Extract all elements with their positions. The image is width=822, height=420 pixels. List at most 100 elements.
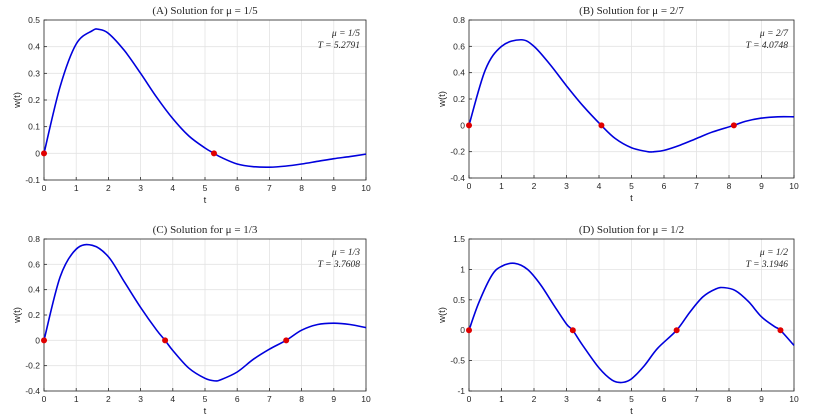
x-tick-label: 7 <box>694 394 699 404</box>
x-tick-label: 6 <box>235 394 240 404</box>
x-tick-label: 0 <box>42 394 47 404</box>
y-tick-label: 0.8 <box>28 234 40 244</box>
x-tick-label: 6 <box>662 181 667 191</box>
zero-crossing-marker <box>41 337 47 344</box>
x-tick-label: 8 <box>299 183 304 193</box>
y-tick-label: -0.4 <box>450 173 465 183</box>
x-tick-label: 9 <box>331 394 336 404</box>
zero-crossing-marker <box>466 122 472 129</box>
x-tick-label: 9 <box>759 394 764 404</box>
x-tick-label: 1 <box>499 181 504 191</box>
axes-frame <box>468 238 795 392</box>
series-line <box>43 28 367 169</box>
x-tick-label: 9 <box>331 183 336 193</box>
x-axis-label: t <box>204 406 207 417</box>
y-tick-label: 0 <box>35 335 40 345</box>
annotation-line: μ = 2/7 <box>759 29 789 39</box>
x-tick-label: 5 <box>629 181 634 191</box>
zero-crossing-marker <box>210 150 217 157</box>
annotation-line: T = 3.7608 <box>318 260 361 270</box>
x-tick-label: 6 <box>662 394 667 404</box>
y-tick-label: 0 <box>460 325 465 335</box>
x-tick-label: 1 <box>499 394 504 404</box>
y-axis-label: w(t) <box>437 91 448 108</box>
y-tick-label: 0.2 <box>28 310 40 320</box>
zero-crossing-marker <box>162 337 169 344</box>
x-tick-label: 8 <box>299 394 304 404</box>
x-tick-label: 1 <box>74 394 79 404</box>
y-tick-label: 1 <box>460 264 465 274</box>
x-tick-label: 7 <box>694 181 699 191</box>
x-tick-label: 3 <box>138 183 143 193</box>
axes-frame <box>43 238 367 392</box>
x-tick-label: 3 <box>138 394 143 404</box>
subplot-d: 0 1 2 3 4 5 6 7 8 9 10 -1 -0.5 0 0.5 1 1.5 (D) Solution f… <box>437 224 799 417</box>
x-tick-label: 4 <box>170 183 175 193</box>
axes-frame <box>468 19 795 179</box>
x-tick-label: 7 <box>267 183 272 193</box>
x-tick-label: 2 <box>106 394 111 404</box>
y-tick-label: 0 <box>35 148 40 158</box>
x-tick-label: 9 <box>759 181 764 191</box>
annotation-line: μ = 1/2 <box>759 248 788 258</box>
y-tick-label: -0.2 <box>450 147 465 157</box>
subplot-c: 0 1 2 3 4 5 6 7 8 9 10 -0.4 -0.2 0 0.2 0.4 0.6 0.8 (C) Sol… <box>12 224 371 417</box>
zero-crossing-marker <box>777 327 784 334</box>
y-tick-label: 0.2 <box>453 94 465 104</box>
x-tick-label: 4 <box>170 394 175 404</box>
y-tick-label: 0.8 <box>453 15 465 25</box>
x-tick-label: 5 <box>629 394 634 404</box>
x-tick-label: 4 <box>597 394 602 404</box>
x-tick-label: 5 <box>203 394 208 404</box>
y-tick-label: -0.4 <box>25 386 40 396</box>
x-tick-label: 0 <box>42 183 47 193</box>
y-tick-label: 0.4 <box>453 68 465 78</box>
y-tick-label: 0.6 <box>453 41 465 51</box>
y-tick-label: -0.2 <box>25 361 40 371</box>
chart-title: (B) Solution for μ = 2/7 <box>579 5 684 17</box>
x-tick-label: 10 <box>361 183 371 193</box>
annotation-line: μ = 1/3 <box>331 248 360 258</box>
x-tick-label: 2 <box>106 183 111 193</box>
y-tick-label: 0.5 <box>453 295 465 305</box>
y-tick-label: 1.5 <box>453 234 465 244</box>
y-tick-label: 0.2 <box>28 95 40 105</box>
zero-crossing-marker <box>598 122 605 129</box>
y-tick-label: -0.1 <box>25 175 40 185</box>
y-tick-label: 0.4 <box>28 285 40 295</box>
subplot-b: 0 1 2 3 4 5 6 7 8 9 10 -0.4 -0.2 0 0.2 0.4 0.6 0.8 (B) Sol… <box>437 5 799 204</box>
y-axis-label: w(t) <box>12 307 23 324</box>
axes-frame <box>43 19 367 181</box>
x-axis-label: t <box>630 193 633 204</box>
x-tick-label: 10 <box>789 181 799 191</box>
zero-crossing-marker <box>730 122 737 129</box>
x-tick-label: 4 <box>597 181 602 191</box>
y-axis-label: w(t) <box>12 92 23 109</box>
y-tick-label: -0.5 <box>450 356 465 366</box>
y-tick-label: 0 <box>460 120 465 130</box>
x-axis-label: t <box>630 406 633 417</box>
zero-crossing-marker <box>41 150 47 157</box>
zero-crossing-marker <box>466 327 472 334</box>
x-tick-label: 0 <box>467 394 472 404</box>
series-line <box>468 262 795 384</box>
x-tick-label: 8 <box>727 394 732 404</box>
y-tick-label: 0.5 <box>28 15 40 25</box>
series-line <box>468 38 795 153</box>
y-axis-label: w(t) <box>437 307 448 324</box>
annotation-line: T = 5.2791 <box>318 41 360 51</box>
subplot-a: 0 1 2 3 4 5 6 7 8 9 10-0.100.10.20.30.40.5(A) Solu… <box>12 5 371 206</box>
series-line <box>43 243 367 382</box>
x-tick-label: 8 <box>727 181 732 191</box>
annotation-line: T = 4.0748 <box>746 41 789 51</box>
y-tick-label: 0.3 <box>28 68 40 78</box>
annotation-line: μ = 1/5 <box>331 29 360 39</box>
x-axis-label: t <box>204 195 207 206</box>
annotation-line: T = 3.1946 <box>746 260 789 270</box>
x-tick-label: 2 <box>532 394 537 404</box>
chart-title: (C) Solution for μ = 1/3 <box>153 224 258 236</box>
zero-crossing-marker <box>569 327 576 334</box>
zero-crossing-marker <box>673 327 680 334</box>
x-tick-label: 5 <box>203 183 208 193</box>
